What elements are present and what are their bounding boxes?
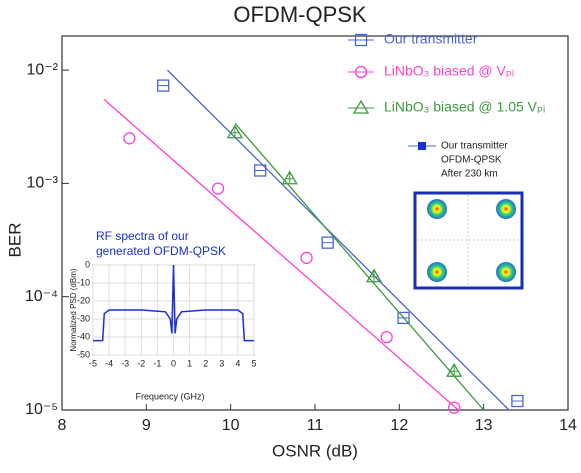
marker	[354, 101, 368, 113]
inset-legend-text: After 230 km	[441, 169, 498, 180]
x-tick-label: 14	[559, 417, 577, 434]
y-axis-label: BER	[5, 223, 24, 258]
y-tick-label: 10⁻³	[26, 175, 58, 192]
inset-y-tick-label: -50	[77, 349, 90, 359]
inset-x-tick-label: -3	[121, 358, 129, 368]
marker	[213, 183, 224, 194]
inset-x-tick-label: 3	[219, 358, 224, 368]
inset-x-tick-label: 1	[187, 358, 192, 368]
x-axis-label: OSNR (dB)	[272, 441, 358, 460]
inset-legend-text: Our transmitter	[441, 141, 508, 152]
marker	[124, 133, 135, 144]
x-tick-label: 8	[58, 417, 67, 434]
y-tick-label: 10⁻⁵	[25, 401, 58, 418]
inset-y-tick-label: -20	[77, 295, 90, 305]
legend-label: LiNbO₃ biased @ 1.05 Vₚᵢ	[384, 99, 545, 115]
inset-x-tick-label: 2	[203, 358, 208, 368]
x-tick-label: 12	[390, 417, 408, 434]
inset-x-tick-label: 0	[171, 358, 176, 368]
inset-y-tick-label: -10	[77, 277, 90, 287]
x-tick-label: 9	[142, 417, 151, 434]
legend-label: LiNbO₃ biased @ Vₚᵢ	[384, 63, 514, 79]
inset-legend-marker	[418, 142, 426, 150]
marker	[381, 332, 392, 343]
inset-y-tick-label: -40	[77, 331, 90, 341]
inset-y-tick-label: -30	[77, 313, 90, 323]
y-tick-label: 10⁻²	[26, 61, 58, 78]
legend-label: Our transmitter	[384, 31, 478, 47]
constellation	[415, 193, 522, 288]
x-tick-label: 13	[475, 417, 493, 434]
inset-x-tick-label: -2	[137, 358, 145, 368]
x-tick-label: 10	[222, 417, 240, 434]
inset-x-label: Frequency (GHz)	[135, 391, 204, 401]
marker	[301, 252, 312, 263]
marker	[449, 402, 460, 413]
chart: OFDM-QPSK OSNR (dB) BER Our transmitter …	[0, 0, 581, 468]
inset-x-tick-label: 5	[251, 358, 256, 368]
x-tick-label: 11	[307, 417, 324, 434]
inset-y-tick-label: 0	[85, 259, 90, 269]
inset-x-tick-label: -4	[105, 358, 113, 368]
inset-x-tick-label: -1	[153, 358, 161, 368]
inset-x-tick-label: 4	[235, 358, 240, 368]
inset-legend-text: OFDM-QPSK	[441, 155, 502, 166]
inset-x-tick-label: -5	[89, 358, 97, 368]
y-tick-label: 10⁻⁴	[25, 288, 58, 305]
chart-title: OFDM-QPSK	[233, 2, 367, 27]
inset-title: RF spectra of our	[96, 229, 189, 243]
inset-title: generated OFDM-QPSK	[96, 244, 226, 258]
